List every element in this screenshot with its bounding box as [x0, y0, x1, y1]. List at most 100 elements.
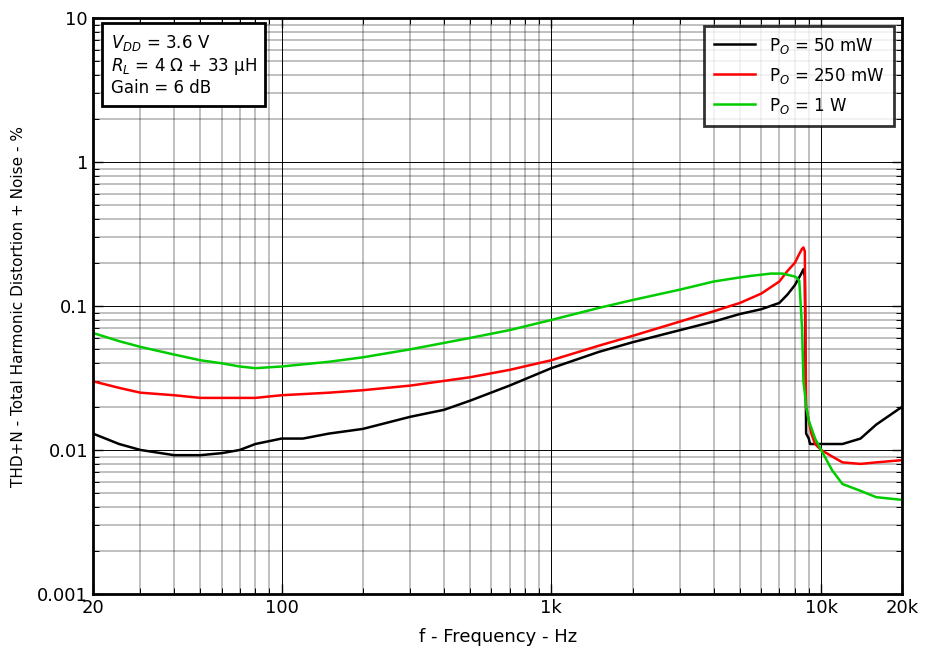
P$_O$ = 1 W [774, 269, 785, 277]
P$_O$ = 1 W [756, 271, 767, 279]
P$_O$ = 1 W [796, 325, 807, 332]
P$_O$ = 1 W [855, 487, 866, 495]
P$_O$ = 1 W [746, 272, 757, 280]
P$_O$ = 1 W [765, 269, 777, 277]
P$_O$ = 250 mW [837, 459, 848, 466]
P$_O$ = 50 mW [593, 348, 604, 356]
Line: P$_O$ = 50 mW: P$_O$ = 50 mW [93, 269, 902, 455]
P$_O$ = 250 mW [627, 332, 638, 340]
P$_O$ = 50 mW [298, 435, 309, 443]
P$_O$ = 1 W [798, 377, 809, 385]
P$_O$ = 1 W [735, 273, 746, 281]
P$_O$ = 50 mW [782, 290, 793, 298]
P$_O$ = 1 W [804, 417, 815, 424]
P$_O$ = 1 W [787, 272, 798, 280]
P$_O$ = 50 mW [774, 299, 785, 307]
P$_O$ = 250 mW [546, 356, 557, 364]
P$_O$ = 1 W [216, 359, 227, 367]
P$_O$ = 50 mW [674, 326, 685, 334]
P$_O$ = 50 mW [135, 446, 146, 454]
P$_O$ = 250 mW [464, 373, 475, 381]
P$_O$ = 1 W [897, 496, 908, 504]
P$_O$ = 50 mW [357, 425, 368, 433]
P$_O$ = 1 W [777, 269, 789, 277]
P$_O$ = 250 mW [234, 394, 246, 402]
P$_O$ = 250 mW [827, 453, 838, 461]
P$_O$ = 250 mW [799, 247, 810, 255]
P$_O$ = 1 W [593, 304, 604, 312]
P$_O$ = 250 mW [897, 456, 908, 464]
P$_O$ = 250 mW [855, 460, 866, 468]
P$_O$ = 50 mW [250, 440, 261, 448]
P$_O$ = 250 mW [708, 307, 719, 315]
P$_O$ = 1 W [87, 329, 99, 337]
X-axis label: f - Frequency - Hz: f - Frequency - Hz [418, 628, 577, 646]
P$_O$ = 50 mW [324, 430, 335, 438]
P$_O$ = 1 W [135, 343, 146, 351]
P$_O$ = 50 mW [504, 382, 515, 390]
P$_O$ = 50 mW [837, 440, 848, 448]
P$_O$ = 50 mW [708, 317, 719, 325]
P$_O$ = 250 mW [809, 440, 820, 448]
P$_O$ = 50 mW [735, 310, 746, 318]
P$_O$ = 250 mW [793, 250, 804, 258]
P$_O$ = 1 W [627, 296, 638, 304]
P$_O$ = 1 W [194, 356, 206, 364]
P$_O$ = 1 W [809, 435, 820, 443]
P$_O$ = 1 W [708, 277, 719, 285]
P$_O$ = 1 W [464, 334, 475, 342]
P$_O$ = 250 mW [504, 366, 515, 374]
P$_O$ = 250 mW [113, 384, 125, 392]
P$_O$ = 1 W [801, 403, 812, 411]
P$_O$ = 1 W [827, 466, 838, 474]
P$_O$ = 1 W [782, 271, 793, 279]
P$_O$ = 50 mW [799, 273, 810, 281]
P$_O$ = 50 mW [87, 430, 99, 438]
P$_O$ = 50 mW [897, 403, 908, 411]
P$_O$ = 1 W [870, 493, 882, 501]
P$_O$ = 1 W [790, 273, 802, 281]
P$_O$ = 1 W [816, 446, 827, 454]
P$_O$ = 250 mW [135, 389, 146, 397]
P$_O$ = 250 mW [216, 394, 227, 402]
P$_O$ = 1 W [546, 316, 557, 324]
P$_O$ = 50 mW [276, 435, 287, 443]
P$_O$ = 50 mW [216, 449, 227, 457]
P$_O$ = 250 mW [790, 259, 801, 267]
Line: P$_O$ = 1 W: P$_O$ = 1 W [93, 273, 902, 500]
P$_O$ = 250 mW [870, 459, 882, 466]
P$_O$ = 250 mW [804, 417, 815, 424]
P$_O$ = 250 mW [674, 317, 685, 325]
P$_O$ = 1 W [168, 351, 179, 359]
P$_O$ = 1 W [837, 480, 848, 488]
P$_O$ = 1 W [405, 346, 416, 353]
P$_O$ = 250 mW [805, 430, 817, 438]
P$_O$ = 250 mW [194, 394, 206, 402]
P$_O$ = 50 mW [464, 397, 475, 405]
P$_O$ = 50 mW [827, 440, 838, 448]
P$_O$ = 250 mW [816, 446, 827, 454]
P$_O$ = 250 mW [798, 244, 809, 252]
P$_O$ = 1 W [793, 277, 804, 284]
P$_O$ = 250 mW [801, 403, 812, 411]
Text: $V_{DD}$ = 3.6 V
$R_L$ = 4 Ω + 33 μH
Gain = 6 dB: $V_{DD}$ = 3.6 V $R_L$ = 4 Ω + 33 μH Gai… [111, 32, 257, 97]
P$_O$ = 250 mW [405, 382, 416, 390]
P$_O$ = 50 mW [798, 265, 809, 273]
P$_O$ = 1 W [250, 364, 261, 372]
P$_O$ = 50 mW [804, 440, 816, 448]
P$_O$ = 50 mW [438, 406, 449, 414]
P$_O$ = 1 W [234, 363, 246, 371]
P$_O$ = 50 mW [168, 451, 179, 459]
P$_O$ = 50 mW [855, 435, 866, 443]
P$_O$ = 1 W [674, 286, 685, 294]
P$_O$ = 50 mW [795, 271, 806, 279]
P$_O$ = 50 mW [805, 440, 817, 448]
P$_O$ = 250 mW [324, 389, 335, 397]
P$_O$ = 1 W [113, 337, 125, 345]
P$_O$ = 50 mW [790, 281, 801, 289]
P$_O$ = 50 mW [804, 435, 815, 443]
P$_O$ = 250 mW [357, 386, 368, 394]
P$_O$ = 50 mW [113, 440, 125, 448]
P$_O$ = 1 W [276, 363, 287, 371]
P$_O$ = 250 mW [796, 245, 807, 253]
